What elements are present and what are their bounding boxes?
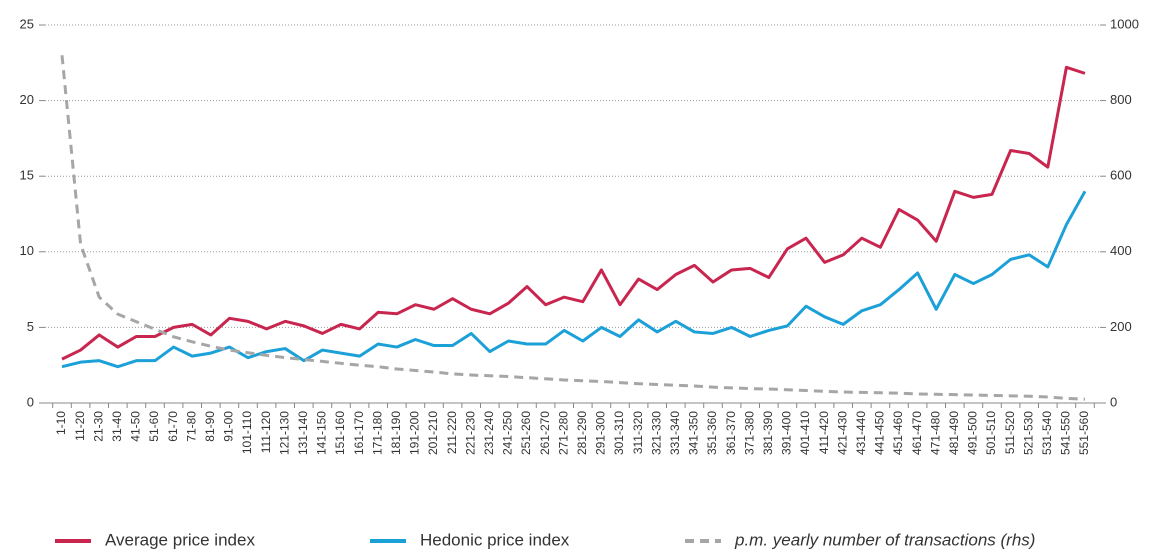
x-tick-label: 221-230 [463, 411, 477, 455]
x-tick-label: 381-390 [761, 411, 775, 455]
x-tick-label: 201-210 [426, 411, 440, 455]
x-tick-label: 341-350 [687, 411, 701, 455]
y-tick-label: 20 [20, 92, 34, 107]
x-tick-label: 91-00 [222, 411, 236, 442]
x-tick-label: 311-320 [631, 411, 645, 454]
x-tick-label: 411-420 [817, 411, 831, 454]
x-tick-label: 431-440 [854, 411, 868, 455]
x-tick-label: 441-450 [873, 411, 887, 455]
x-tick-label: 111-120 [259, 411, 273, 454]
y2-tick-label: 400 [1110, 243, 1132, 258]
legend-label: Average price index [105, 530, 255, 549]
x-tick-label: 521-530 [1021, 411, 1035, 455]
x-tick-label: 81-90 [203, 411, 217, 442]
legend-label: Hedonic price index [420, 530, 570, 549]
y-tick-label: 10 [20, 243, 34, 258]
x-tick-label: 501-510 [984, 411, 998, 455]
x-tick-label: 151-160 [333, 411, 347, 455]
series-line [60, 55, 1086, 401]
x-tick-label: 461-470 [910, 411, 924, 455]
x-tick-label: 171-180 [370, 411, 384, 455]
x-tick-label: 421-430 [835, 411, 849, 455]
series-line [61, 65, 1086, 361]
x-tick-label: 371-380 [742, 411, 756, 455]
x-tick-label: 121-130 [277, 411, 291, 455]
y-tick-label: 25 [20, 16, 34, 31]
x-tick-label: 351-360 [705, 411, 719, 455]
y2-tick-label: 600 [1110, 168, 1132, 183]
x-tick-label: 511-520 [1003, 411, 1017, 454]
y-tick-label: 15 [20, 168, 34, 183]
x-tick-label: 61-70 [166, 411, 180, 442]
series-line [61, 190, 1087, 369]
x-tick-label: 361-370 [724, 411, 738, 455]
x-tick-label: 101-110 [240, 411, 254, 454]
y2-tick-label: 200 [1110, 319, 1132, 334]
x-tick-label: 31-40 [110, 411, 124, 442]
x-tick-label: 251-260 [519, 411, 533, 455]
x-tick-label: 281-290 [575, 411, 589, 455]
x-tick-label: 551-560 [1077, 411, 1091, 455]
y2-tick-label: 800 [1110, 92, 1132, 107]
x-tick-label: 261-270 [538, 411, 552, 455]
x-tick-label: 481-490 [947, 411, 961, 455]
y2-tick-label: 0 [1110, 394, 1117, 409]
x-tick-label: 401-410 [798, 411, 812, 455]
x-tick-label: 1-10 [54, 411, 68, 435]
x-tick-label: 321-330 [649, 411, 663, 455]
x-tick-label: 41-50 [129, 411, 143, 442]
x-tick-label: 181-190 [389, 411, 403, 455]
x-tick-label: 241-250 [501, 411, 515, 455]
x-tick-label: 71-80 [184, 411, 198, 442]
x-tick-label: 211-220 [445, 411, 459, 454]
x-tick-label: 141-150 [315, 411, 329, 455]
x-tick-label: 21-30 [91, 411, 105, 442]
y-tick-label: 5 [27, 319, 34, 334]
x-tick-label: 191-200 [408, 411, 422, 455]
x-tick-label: 491-500 [966, 411, 980, 455]
y-tick-label: 0 [27, 394, 34, 409]
x-tick-label: 331-340 [668, 411, 682, 455]
x-tick-label: 291-300 [594, 411, 608, 455]
y2-tick-label: 1000 [1110, 16, 1139, 31]
x-tick-label: 131-140 [296, 411, 310, 455]
x-tick-label: 391-400 [780, 411, 794, 455]
x-tick-label: 301-310 [612, 411, 626, 455]
legend-label: p.m. yearly number of transactions (rhs) [734, 530, 1035, 549]
x-tick-label: 51-60 [147, 411, 161, 442]
x-tick-label: 161-170 [352, 411, 366, 455]
x-tick-label: 271-280 [556, 411, 570, 455]
x-tick-label: 541-550 [1059, 411, 1073, 455]
x-tick-label: 451-460 [891, 411, 905, 455]
x-tick-label: 471-480 [928, 411, 942, 455]
x-tick-label: 531-540 [1040, 411, 1054, 455]
x-tick-label: 11-20 [73, 411, 87, 441]
x-tick-label: 231-240 [482, 411, 496, 455]
